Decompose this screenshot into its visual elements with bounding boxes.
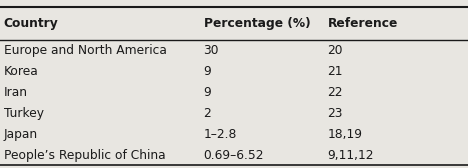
Text: 21: 21 [328, 65, 343, 78]
Text: 9,11,12: 9,11,12 [328, 149, 374, 162]
Text: 30: 30 [204, 44, 219, 57]
Text: Iran: Iran [4, 86, 28, 99]
Text: Percentage (%): Percentage (%) [204, 17, 310, 30]
Text: 9: 9 [204, 86, 212, 99]
Text: 0.69–6.52: 0.69–6.52 [204, 149, 264, 162]
Text: 22: 22 [328, 86, 343, 99]
Text: Country: Country [4, 17, 58, 30]
Text: People’s Republic of China: People’s Republic of China [4, 149, 165, 162]
Text: Europe and North America: Europe and North America [4, 44, 167, 57]
Text: Turkey: Turkey [4, 107, 44, 120]
Text: 23: 23 [328, 107, 343, 120]
Text: 20: 20 [328, 44, 343, 57]
Text: Reference: Reference [328, 17, 398, 30]
Text: 18,19: 18,19 [328, 128, 363, 141]
Text: 9: 9 [204, 65, 212, 78]
Text: Japan: Japan [4, 128, 38, 141]
Text: 2: 2 [204, 107, 212, 120]
Text: Korea: Korea [4, 65, 38, 78]
Text: 1–2.8: 1–2.8 [204, 128, 237, 141]
